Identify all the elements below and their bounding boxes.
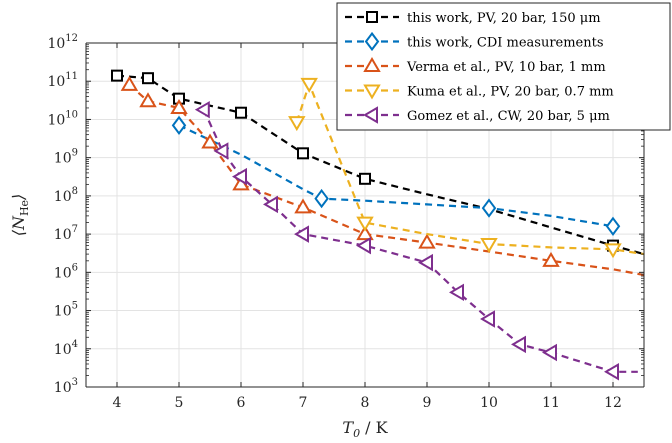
x-tick-label: 12 (604, 395, 622, 411)
y-tick-label: 103 (54, 377, 78, 396)
data-point (604, 363, 619, 381)
legend-marker (363, 84, 381, 100)
data-point (511, 335, 526, 354)
y-axis-label: ⟨NHe⟩ (9, 194, 31, 237)
legend: this work, PV, 20 bar, 150 μm this work, … (336, 2, 671, 131)
data-point (294, 198, 312, 214)
legend-marker (363, 106, 378, 124)
data-point (542, 251, 560, 267)
series-5 (194, 100, 638, 381)
data-point (170, 98, 188, 114)
data-point (120, 75, 139, 91)
data-point (542, 343, 557, 362)
x-tick-label: 6 (237, 395, 246, 411)
data-point (263, 195, 278, 214)
series-layer (111, 69, 644, 381)
data-point (297, 147, 309, 160)
data-point (194, 100, 210, 119)
data-point (288, 116, 306, 132)
data-point (480, 310, 495, 328)
data-point (356, 225, 374, 241)
data-point (235, 106, 247, 119)
data-point (201, 133, 219, 149)
series-line (116, 74, 644, 256)
data-point (314, 188, 329, 209)
legend-entry: this work, CDI measurements (407, 36, 604, 51)
series-2 (171, 115, 621, 236)
data-point (300, 77, 318, 93)
data-point (213, 142, 229, 160)
y-tick-label: 108 (54, 186, 78, 205)
series-4 (288, 77, 644, 259)
legend-marker (366, 11, 378, 23)
x-tick-label: 7 (299, 395, 308, 411)
data-point (418, 253, 433, 272)
x-tick-label: 4 (113, 395, 122, 411)
data-point (171, 115, 187, 136)
y-tick-label: 1010 (47, 109, 78, 128)
data-point (232, 167, 247, 186)
legend-entry: Kuma et al., PV, 20 bar, 0.7 mm (407, 85, 614, 100)
y-tick-label: 1011 (47, 71, 78, 90)
legend-entry: Verma et al., PV, 10 bar, 1 mm (406, 60, 606, 75)
data-point (449, 283, 464, 302)
data-point (356, 216, 374, 232)
data-point (111, 69, 123, 82)
legend-marker (364, 31, 380, 52)
data-point (139, 92, 157, 108)
x-tick-label: 9 (423, 395, 432, 411)
y-tick-label: 104 (54, 339, 78, 358)
legend-marker (363, 57, 381, 72)
data-point (294, 225, 309, 243)
x-tick-label: 5 (175, 395, 184, 411)
y-tick-label: 109 (54, 148, 78, 167)
legend-entry: this work, PV, 20 bar, 150 μm (407, 11, 601, 26)
series-line (128, 84, 644, 277)
x-tick-label: 10 (480, 395, 498, 411)
y-tick-label: 1012 (47, 33, 78, 52)
legend-box (336, 2, 671, 131)
y-tick-label: 106 (54, 262, 78, 281)
x-axis-label: T0 / K (342, 418, 388, 440)
series-3 (120, 75, 644, 277)
x-tick-label: 8 (361, 395, 370, 411)
data-point (359, 172, 371, 185)
data-point (480, 238, 498, 254)
data-point (356, 236, 371, 255)
series-line (295, 80, 644, 256)
data-point (481, 198, 497, 218)
data-point (418, 233, 436, 249)
y-tick-label: 107 (54, 224, 78, 243)
data-point (604, 243, 622, 259)
y-tick-label: 105 (54, 301, 78, 320)
data-point (142, 72, 154, 85)
legend-entry: Gomez et al., CW, 20 bar, 5 μm (407, 109, 610, 124)
x-tick-label: 11 (542, 395, 560, 411)
data-point (605, 216, 621, 236)
